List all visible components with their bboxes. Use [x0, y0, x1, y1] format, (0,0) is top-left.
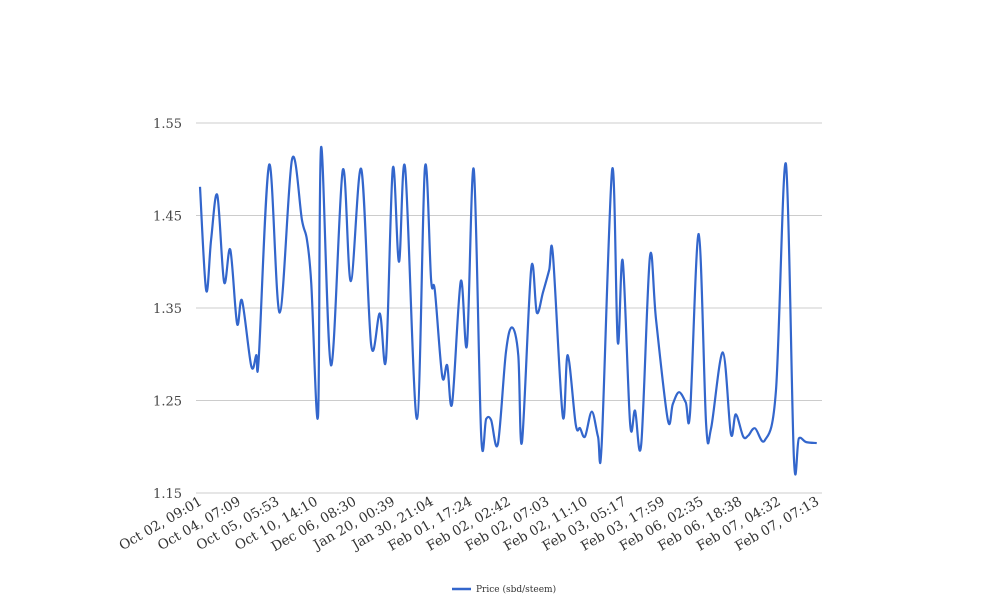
- y-axis-ticks: 1.15 1.25 1.35 1.45 1.55: [153, 117, 182, 502]
- y-tick-label: 1.15: [153, 487, 182, 502]
- y-tick-label: 1.25: [153, 395, 182, 410]
- series-line-price: [198, 145, 817, 476]
- y-tick-label: 1.55: [153, 117, 182, 132]
- legend[interactable]: Price (sbd/steem): [452, 584, 556, 595]
- y-tick-label: 1.45: [153, 210, 182, 225]
- legend-label: Price (sbd/steem): [476, 584, 556, 595]
- y-tick-label: 1.35: [153, 302, 182, 317]
